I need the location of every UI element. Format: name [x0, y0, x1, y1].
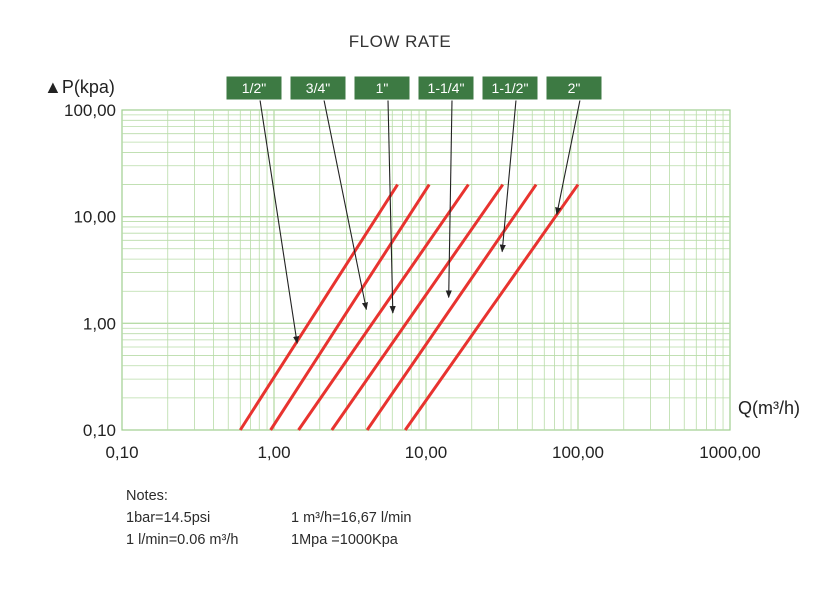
x-axis-label: Q(m³/h) — [738, 398, 800, 418]
size-label-text: 1-1/2" — [492, 80, 529, 96]
size-label: 1/2" — [225, 75, 283, 101]
size-label-text: 2" — [568, 80, 581, 96]
y-tick-label: 100,00 — [64, 101, 116, 120]
notes: Notes: 1bar=14.5psi 1 m³/h=16,67 l/min 1… — [126, 485, 412, 551]
pointer-arrow — [499, 99, 517, 253]
x-tick-label: 10,00 — [405, 443, 448, 462]
size-label-text: 1" — [376, 80, 389, 96]
series-line — [297, 183, 470, 431]
note-lmin-m3h: 1 l/min=0.06 m³/h — [126, 532, 239, 548]
pointer-arrow — [387, 99, 396, 314]
size-label-text: 1/2" — [242, 80, 266, 96]
size-label-box — [353, 75, 411, 101]
size-label: 1" — [353, 75, 411, 101]
y-tick-label: 10,00 — [73, 208, 116, 227]
size-label-box — [225, 75, 283, 101]
y-tick-label: 0,10 — [83, 421, 116, 440]
x-tick-label: 100,00 — [552, 443, 604, 462]
chart-title: FLOW RATE — [349, 32, 451, 51]
tick-labels: 0,10 1,00 10,00 100,00 1000,00 0,10 1,00 10,00 1… — [64, 101, 761, 462]
notes-heading: Notes: — [126, 488, 168, 504]
series-line — [269, 183, 431, 431]
note-m3h-lmin: 1 m³/h=16,67 l/min — [291, 510, 412, 526]
size-label: 1-1/2" — [481, 75, 539, 101]
x-tick-label: 1,00 — [257, 443, 290, 462]
size-labels: 1/2" 3/4" 1" 1-1/4" 1-1/2" 2" — [225, 75, 603, 101]
pointer-arrows — [259, 99, 581, 345]
size-label: 3/4" — [289, 75, 347, 101]
size-label: 1-1/4" — [417, 75, 475, 101]
series-lines — [239, 183, 580, 431]
pointer-arrow — [259, 99, 300, 345]
size-label-box — [417, 75, 475, 101]
y-axis-label: ▲P(kpa) — [44, 77, 115, 97]
pointer-arrow — [323, 99, 368, 311]
x-tick-label: 1000,00 — [699, 443, 760, 462]
note-mpa-kpa: 1Mpa =1000Kpa — [291, 532, 398, 548]
size-label-box — [481, 75, 539, 101]
x-tick-label: 0,10 — [105, 443, 138, 462]
size-label-text: 3/4" — [306, 80, 330, 96]
series-line — [403, 183, 580, 431]
size-label-text: 1-1/4" — [428, 80, 465, 96]
pointer-arrow — [445, 99, 453, 299]
size-label-box — [545, 75, 603, 101]
note-bar-psi: 1bar=14.5psi — [126, 510, 211, 526]
size-label: 2" — [545, 75, 603, 101]
series-line — [365, 183, 538, 431]
pointer-arrow — [555, 99, 581, 216]
y-tick-label: 1,00 — [83, 314, 116, 333]
series-line — [239, 183, 399, 431]
size-label-box — [289, 75, 347, 101]
grid — [122, 110, 730, 430]
series-line — [330, 183, 505, 431]
